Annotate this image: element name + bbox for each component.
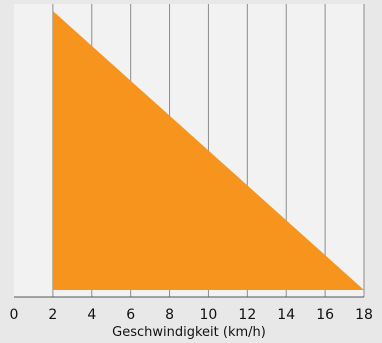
x-tick-label-8: 8 (165, 307, 174, 323)
x-tick-label-2: 2 (48, 307, 57, 323)
x-tick-label-0: 0 (10, 307, 19, 323)
series-group (52, 11, 365, 290)
x-tick-label-18: 18 (355, 307, 373, 323)
x-axis-title: Geschwindigkeit (km/h) (112, 325, 266, 340)
area-fill-series-0 (52, 11, 365, 290)
x-tick-label-6: 6 (126, 307, 135, 323)
x-tick-label-10: 10 (200, 307, 218, 323)
x-tick-label-16: 16 (316, 307, 334, 323)
x-axis: 0 2 4 6 8 10 12 14 16 18 (10, 307, 373, 323)
x-tick-label-4: 4 (87, 307, 96, 323)
x-tick-label-12: 12 (238, 307, 256, 323)
x-tick-label-14: 14 (277, 307, 295, 323)
